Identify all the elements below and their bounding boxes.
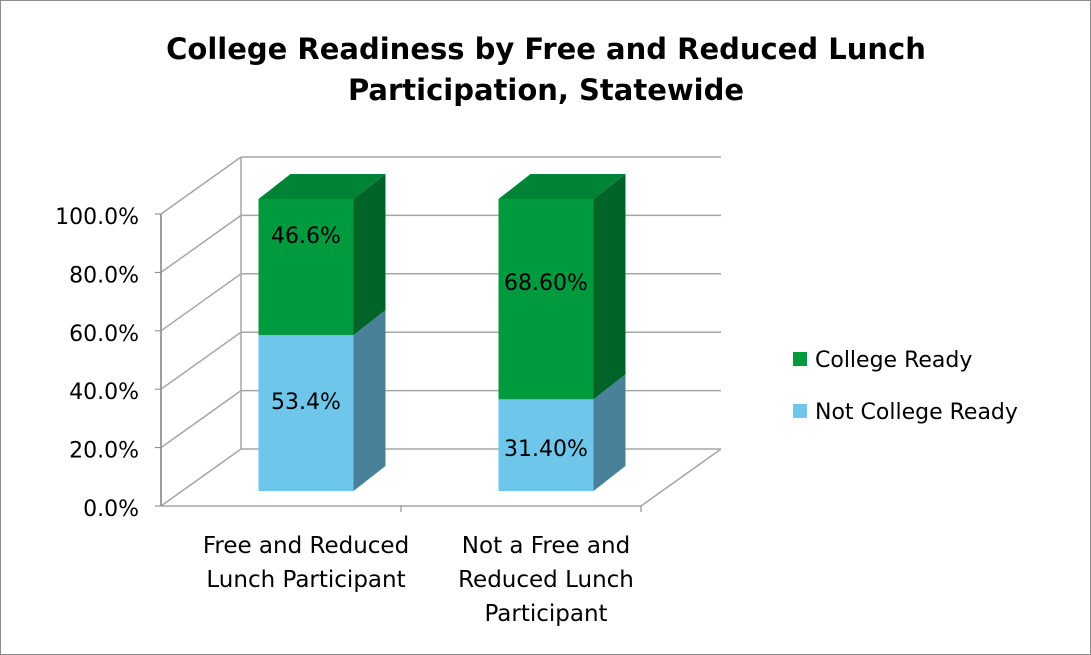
bar-side <box>353 310 386 491</box>
x-tick-label: Not a Free and Reduced Lunch Participant <box>458 533 634 627</box>
floor-edge <box>640 448 722 507</box>
grid-line <box>160 156 242 215</box>
legend-label: Not College Ready <box>815 400 1018 425</box>
y-tick-label: 80.0% <box>69 263 139 288</box>
grid-line <box>160 214 242 274</box>
bar-segment <box>258 335 354 491</box>
legend-label: College Ready <box>815 348 972 373</box>
bar-segment <box>498 399 594 491</box>
bar-top <box>258 174 386 199</box>
x-tick-label: Free and Reduced Lunch Participant <box>202 533 410 593</box>
y-tick-label: 0.0% <box>83 497 139 522</box>
y-tick-label: 100.0% <box>55 205 139 230</box>
bar-side <box>593 374 626 491</box>
data-label: 46.6% <box>271 224 341 249</box>
data-label: 53.4% <box>271 390 341 415</box>
data-label: 68.60% <box>504 271 588 296</box>
grid-line <box>160 389 242 449</box>
bar-side <box>353 174 386 336</box>
y-tick-label: 60.0% <box>69 322 139 347</box>
bar-segment <box>258 199 354 336</box>
grid-line <box>160 273 242 332</box>
grid-line <box>160 448 242 507</box>
y-tick-label: 20.0% <box>69 439 139 464</box>
grid-line <box>160 331 242 390</box>
bar-top <box>498 174 626 199</box>
chart-title: College Readiness by Free and Reduced Lu… <box>166 32 926 107</box>
y-tick-label: 40.0% <box>69 380 139 405</box>
bar-segment <box>498 199 594 400</box>
bar-side <box>593 174 626 400</box>
legend-swatch <box>793 404 807 418</box>
legend-swatch <box>793 352 807 366</box>
data-label: 31.40% <box>504 437 588 462</box>
